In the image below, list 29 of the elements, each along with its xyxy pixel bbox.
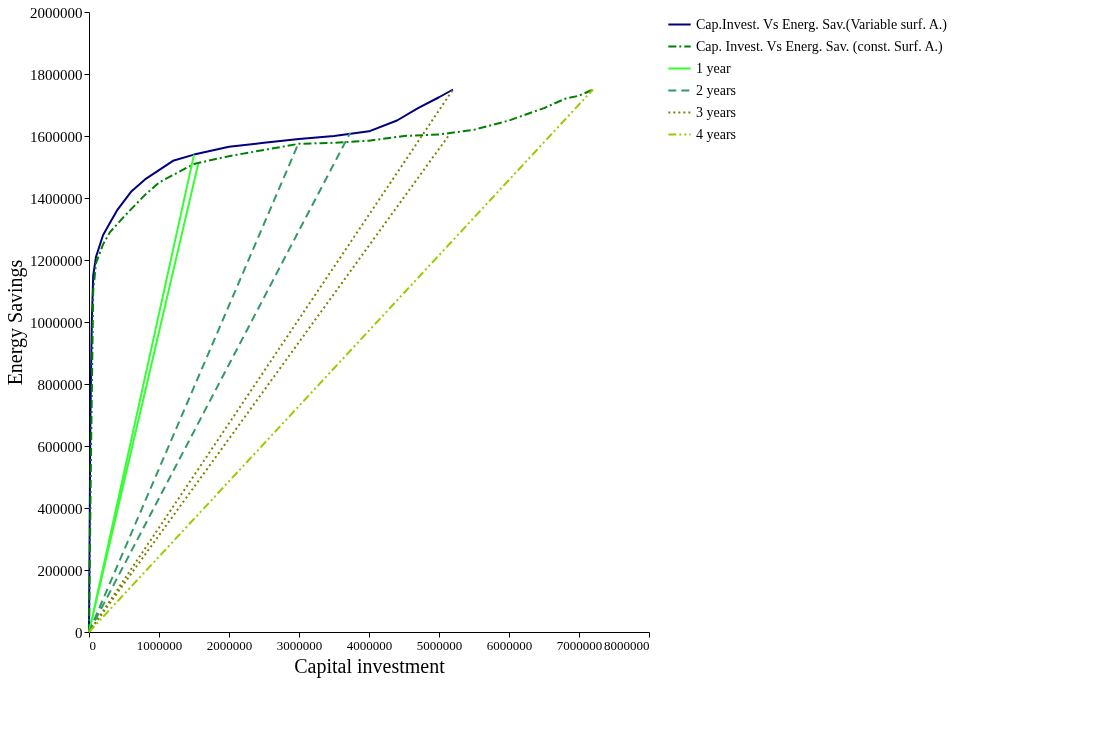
legend-label: 1 year [696,60,731,76]
legend-label: Cap.Invest. Vs Energ. Sav.(Variable surf. A.) [696,16,948,33]
y-tick-label: 1000000 [30,314,83,331]
x-tick-label: 3000000 [276,637,323,653]
y-tick-label: 1600000 [30,128,83,145]
legend-label: Cap. Invest. Vs Energ. Sav. (const. Surf. A.) [696,38,943,55]
x-tick-label: 5000000 [416,637,463,653]
y-tick-label: 400000 [37,500,83,517]
x-tick-label: 7000000 [556,637,603,653]
line-series [88,88,594,633]
x-tick-label: 0 [89,637,96,653]
x-tick-label: 1000000 [136,637,183,653]
x-tick-label: 4000000 [346,637,393,653]
y-tick-label: 1200000 [30,252,83,269]
x-tick-label: 2000000 [206,637,253,653]
x-axis-title: Capital investment [294,654,446,678]
legend-label: 2 years [696,82,737,98]
y-axis-title: Energy Savings [4,259,27,386]
y-tick-label: 2000000 [30,4,83,21]
y-tick-label: 0 [75,624,83,641]
x-tick-label: 6000000 [486,637,533,653]
y-tick-label: 200000 [37,562,83,579]
y-tick-label: 1800000 [30,66,83,83]
y-tick-label: 800000 [37,376,83,393]
y-tick-label: 600000 [37,438,83,455]
legend-label: 4 years [696,126,737,142]
y-tick-label: 1400000 [30,190,83,207]
legend-label: 3 years [696,104,737,120]
x-tick-label: 8000000 [604,637,650,653]
